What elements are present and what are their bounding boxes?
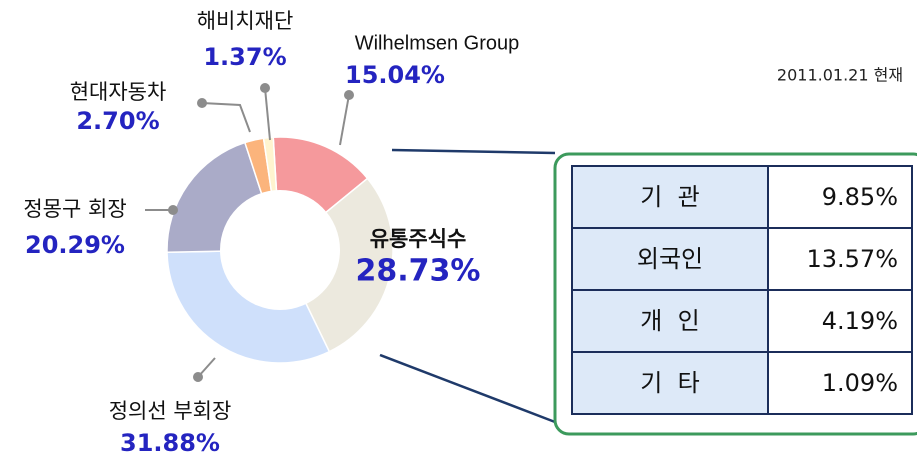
leader-lines — [145, 83, 556, 424]
table-cell — [571, 351, 769, 415]
slice-value: 15.04% — [345, 61, 445, 89]
row-value: 4.19% — [822, 307, 898, 335]
row-label: 외국인 — [637, 245, 703, 273]
slice-value: 28.73% — [356, 254, 481, 289]
slice-label: Wilhelmsen Group — [355, 32, 520, 54]
table-cell — [767, 289, 913, 353]
table-cell — [767, 227, 913, 291]
table-cell — [767, 351, 913, 415]
table: 기 관 9.85% 외국인 13.57% 개 인 4.19% 기 타 1.09% — [571, 165, 913, 415]
row-value: 1.09% — [822, 369, 898, 397]
row-value: 9.85% — [822, 183, 898, 211]
slice-value: 20.29% — [25, 231, 125, 259]
donut-hole — [220, 190, 340, 310]
row-value: 13.57% — [806, 245, 898, 273]
date-note: 2011.01.21 현재 — [777, 66, 903, 85]
slice-label: 현대자동차 — [70, 80, 167, 104]
slice-label: 유통주식수 — [370, 227, 467, 251]
table-cell — [571, 227, 769, 291]
slice-value: 1.37% — [203, 43, 286, 71]
row-label: 기 관 — [640, 183, 699, 211]
table-cell — [767, 165, 913, 229]
slice-label: 해비치재단 — [197, 9, 294, 33]
slice-label: 정몽구 회장 — [23, 197, 126, 221]
row-label: 기 타 — [640, 369, 699, 397]
slice-label: 정의선 부회장 — [109, 399, 232, 423]
slice-value: 31.88% — [120, 429, 220, 455]
slice-value: 2.70% — [76, 107, 159, 135]
row-label: 개 인 — [640, 307, 699, 335]
